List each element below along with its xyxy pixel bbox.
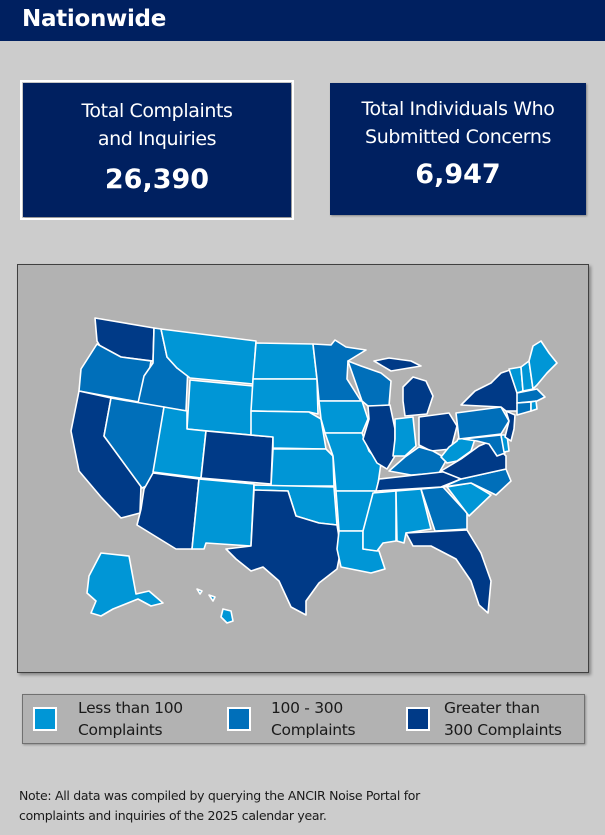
legend-swatch-high <box>406 707 430 731</box>
state-WY[interactable] <box>186 379 254 436</box>
total-individuals-value: 6,947 <box>415 159 501 190</box>
card-label-line1: Total Individuals Who <box>361 98 555 120</box>
state-GA[interactable] <box>420 486 468 532</box>
header-bar: Nationwide <box>0 0 605 41</box>
map-legend: Less than 100 Complaints 100 - 300 Compl… <box>22 694 585 744</box>
card-label-line2: and Inquiries <box>97 128 217 150</box>
state-FL[interactable] <box>405 529 492 614</box>
state-ND[interactable] <box>252 342 318 380</box>
state-AK[interactable] <box>86 552 164 617</box>
state-IN[interactable] <box>392 416 417 457</box>
state-SD[interactable] <box>250 378 319 415</box>
state-ME[interactable] <box>528 340 558 390</box>
state-MA[interactable] <box>516 388 546 404</box>
state-NJ[interactable] <box>504 410 516 442</box>
legend-item-low: Less than 100 Complaints <box>33 695 223 743</box>
state-NM[interactable] <box>191 478 255 550</box>
state-HI[interactable] <box>196 588 234 624</box>
state-MT[interactable] <box>160 328 257 385</box>
legend-item-mid: 100 - 300 Complaints <box>227 695 407 743</box>
total-complaints-value: 26,390 <box>104 164 210 195</box>
card-label-line1: Total Complaints <box>81 100 233 122</box>
legend-label-high: Greater than 300 Complaints <box>444 699 562 739</box>
data-note: Note: All data was compiled by querying … <box>19 788 420 823</box>
legend-item-high: Greater than 300 Complaints <box>406 695 584 743</box>
legend-swatch-low <box>33 707 57 731</box>
legend-swatch-mid <box>227 707 251 731</box>
total-complaints-card[interactable]: Total Complaints and Inquiries 26,390 <box>20 80 294 220</box>
state-RI[interactable] <box>530 400 538 412</box>
state-CO[interactable] <box>200 430 274 485</box>
state-MI[interactable] <box>373 357 434 417</box>
state-CT[interactable] <box>516 401 532 416</box>
page-title: Nationwide <box>22 6 167 32</box>
state-KS[interactable] <box>270 448 335 487</box>
legend-label-low: Less than 100 Complaints <box>78 699 183 739</box>
state-PA[interactable] <box>455 406 510 440</box>
state-AZ[interactable] <box>136 472 200 550</box>
us-choropleth-map[interactable] <box>17 264 589 673</box>
state-IL[interactable] <box>362 404 396 470</box>
total-individuals-card[interactable]: Total Individuals Who Submitted Concerns… <box>330 83 586 215</box>
state-WI[interactable] <box>347 360 392 407</box>
card-label-line2: Submitted Concerns <box>365 126 551 148</box>
us-map-svg <box>70 317 558 624</box>
state-IA[interactable] <box>318 400 369 434</box>
legend-label-mid: 100 - 300 Complaints <box>271 699 356 739</box>
state-TX[interactable] <box>225 489 342 616</box>
